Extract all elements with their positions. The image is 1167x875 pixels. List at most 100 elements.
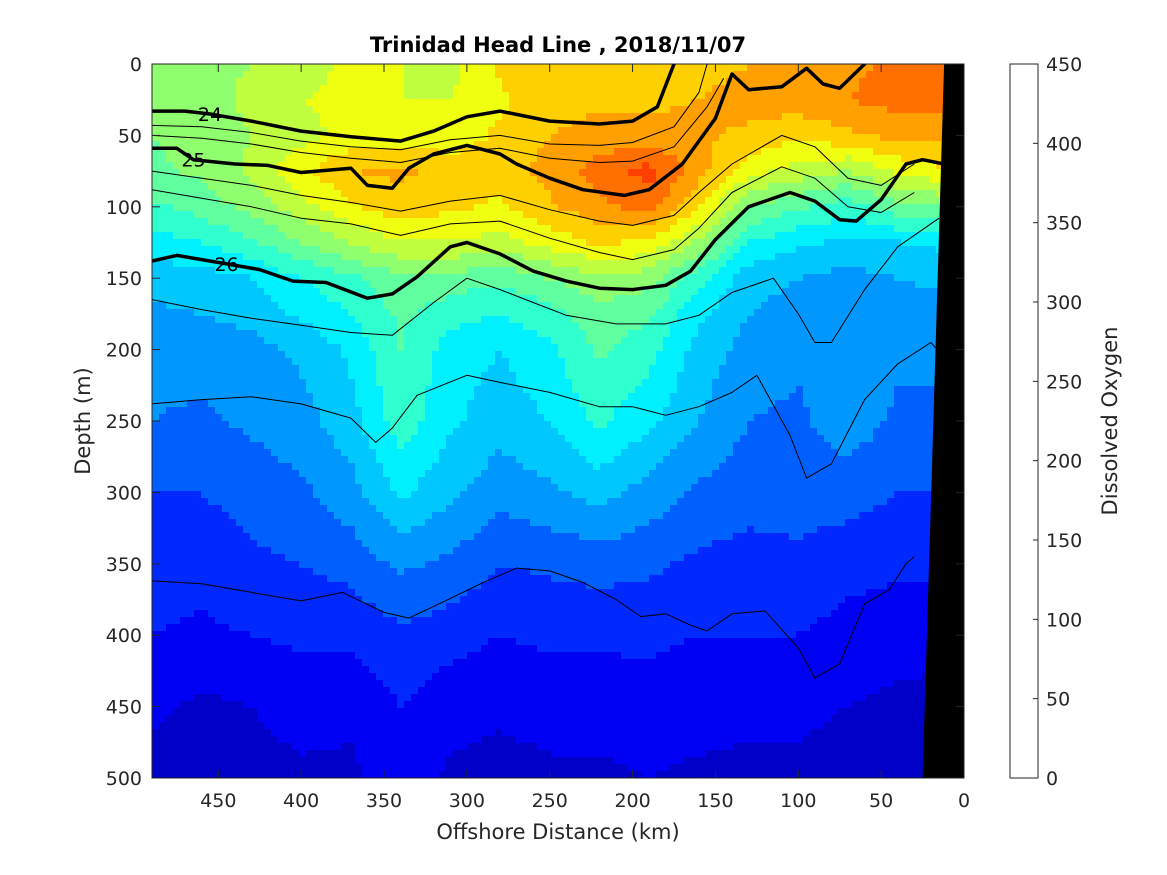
oxygen-cell — [873, 281, 881, 289]
oxygen-cell — [264, 155, 272, 163]
oxygen-cell — [180, 267, 188, 275]
oxygen-cell — [250, 295, 258, 303]
oxygen-cell — [278, 302, 286, 310]
oxygen-cell — [614, 246, 622, 254]
oxygen-cell — [887, 106, 895, 114]
oxygen-cell — [404, 323, 412, 331]
oxygen-cell — [411, 288, 419, 296]
oxygen-cell — [852, 85, 860, 93]
oxygen-cell — [376, 155, 384, 163]
oxygen-cell — [201, 99, 209, 107]
oxygen-cell — [509, 253, 517, 261]
oxygen-cell — [649, 225, 657, 233]
oxygen-cell — [929, 274, 937, 282]
oxygen-cell — [341, 148, 349, 156]
oxygen-cell — [677, 148, 685, 156]
oxygen-cell — [558, 127, 566, 135]
oxygen-cell — [271, 225, 279, 233]
oxygen-cell — [649, 337, 657, 345]
oxygen-cell — [803, 169, 811, 177]
oxygen-cell — [663, 113, 671, 121]
oxygen-cell — [677, 330, 685, 338]
oxygen-cell — [586, 239, 594, 247]
oxygen-cell — [922, 232, 930, 240]
oxygen-cell — [782, 267, 790, 275]
oxygen-cell — [271, 141, 279, 149]
oxygen-cell — [712, 183, 720, 191]
oxygen-cell — [278, 351, 286, 359]
oxygen-cell — [649, 288, 657, 296]
oxygen-cell — [404, 176, 412, 184]
oxygen-cell — [824, 260, 832, 268]
oxygen-cell — [593, 302, 601, 310]
oxygen-cell — [278, 169, 286, 177]
oxygen-cell — [936, 99, 944, 107]
oxygen-cell — [257, 225, 265, 233]
oxygen-cell — [397, 183, 405, 191]
oxygen-cell — [649, 358, 657, 366]
oxygen-cell — [152, 92, 160, 100]
oxygen-cell — [740, 337, 748, 345]
oxygen-cell — [873, 295, 881, 303]
oxygen-cell — [152, 113, 160, 121]
oxygen-cell — [726, 99, 734, 107]
oxygen-cell — [390, 337, 398, 345]
oxygen-cell — [789, 85, 797, 93]
oxygen-cell — [418, 85, 426, 93]
oxygen-cell — [166, 64, 174, 72]
oxygen-cell — [684, 113, 692, 121]
oxygen-cell — [810, 323, 818, 331]
oxygen-cell — [796, 253, 804, 261]
oxygen-cell — [320, 295, 328, 303]
oxygen-cell — [439, 295, 447, 303]
oxygen-cell — [320, 204, 328, 212]
oxygen-cell — [796, 113, 804, 121]
oxygen-cell — [824, 169, 832, 177]
oxygen-cell — [390, 134, 398, 142]
oxygen-cell — [866, 190, 874, 198]
oxygen-cell — [278, 260, 286, 268]
oxygen-cell — [740, 99, 748, 107]
oxygen-cell — [523, 288, 531, 296]
oxygen-cell — [607, 232, 615, 240]
oxygen-cell — [236, 302, 244, 310]
oxygen-cell — [593, 330, 601, 338]
oxygen-cell — [649, 246, 657, 254]
oxygen-cell — [439, 169, 447, 177]
oxygen-cell — [922, 260, 930, 268]
oxygen-cell — [838, 239, 846, 247]
oxygen-cell — [502, 281, 510, 289]
oxygen-cell — [810, 211, 818, 219]
oxygen-cell — [537, 92, 545, 100]
oxygen-cell — [481, 127, 489, 135]
oxygen-cell — [831, 99, 839, 107]
oxygen-cell — [152, 302, 160, 310]
oxygen-cell — [152, 246, 160, 254]
oxygen-cell — [306, 99, 314, 107]
oxygen-cell — [761, 113, 769, 121]
oxygen-cell — [208, 358, 216, 366]
oxygen-cell — [740, 267, 748, 275]
oxygen-cell — [397, 337, 405, 345]
oxygen-cell — [866, 274, 874, 282]
oxygen-cell — [866, 358, 874, 366]
oxygen-cell — [747, 197, 755, 205]
oxygen-cell — [250, 281, 258, 289]
oxygen-cell — [915, 260, 923, 268]
oxygen-cell — [278, 92, 286, 100]
oxygen-cell — [166, 246, 174, 254]
oxygen-cell — [642, 211, 650, 219]
oxygen-cell — [628, 225, 636, 233]
oxygen-cell — [537, 127, 545, 135]
oxygen-cell — [516, 330, 524, 338]
oxygen-cell — [502, 64, 510, 72]
oxygen-cell — [509, 120, 517, 128]
oxygen-cell — [327, 323, 335, 331]
oxygen-cell — [411, 260, 419, 268]
oxygen-cell — [572, 323, 580, 331]
oxygen-cell — [516, 218, 524, 226]
oxygen-cell — [880, 141, 888, 149]
oxygen-cell — [712, 120, 720, 128]
oxygen-cell — [922, 204, 930, 212]
oxygen-cell — [712, 218, 720, 226]
